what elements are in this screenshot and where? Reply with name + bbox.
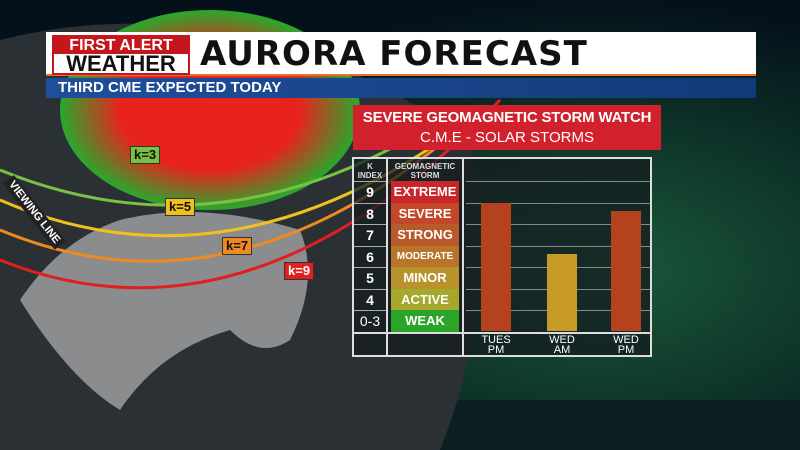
k-value: 6 xyxy=(354,245,386,268)
storm-level-minor: MINOR xyxy=(391,267,459,289)
k9-label: k=9 xyxy=(284,262,315,280)
bar-wed-pm xyxy=(611,211,641,331)
first-alert-weather-logo: FIRST ALERT WEATHER xyxy=(52,35,190,75)
watch-title: SEVERE GEOMAGNETIC STORM WATCH xyxy=(362,109,652,126)
subtitle: THIRD CME EXPECTED TODAY xyxy=(58,79,282,96)
watch-banner: SEVERE GEOMAGNETIC STORM WATCH C.M.E - S… xyxy=(353,105,661,150)
logo-line1: FIRST ALERT xyxy=(54,37,188,54)
k5-label: k=5 xyxy=(165,198,196,216)
k-index-chart: K INDEX 9 8 7 6 5 4 0-3 GEOMAGNETIC STORM EXTR… xyxy=(352,157,652,357)
k3-label: k=3 xyxy=(130,146,161,164)
k-index-header: K INDEX xyxy=(357,162,383,180)
k-value: 5 xyxy=(354,267,386,289)
storm-level-moderate: MODERATE xyxy=(391,245,459,267)
x-tick-label: WED AM xyxy=(549,334,575,356)
gridline xyxy=(466,224,650,225)
k3-line xyxy=(0,118,441,207)
gridline xyxy=(466,245,650,247)
storm-level-extreme: EXTREME xyxy=(391,181,459,203)
logo-line2: WEATHER xyxy=(66,51,176,76)
k-value: 0-3 xyxy=(354,310,386,332)
bar-tues-pm xyxy=(481,202,511,331)
x-axis-divider xyxy=(354,332,650,334)
x-tick-label: WED PM xyxy=(613,334,639,356)
storm-level-strong: STRONG xyxy=(391,224,459,246)
storm-header: GEOMAGNETIC STORM xyxy=(394,162,456,180)
k-value: 4 xyxy=(354,288,386,311)
north-america-land xyxy=(20,212,308,410)
storm-level-column: GEOMAGNETIC STORM EXTREME SEVERE STRONG MOD… xyxy=(388,159,464,355)
storm-level-severe: SEVERE xyxy=(391,202,459,224)
watch-subtitle: C.M.E - SOLAR STORMS xyxy=(420,129,594,146)
gridline xyxy=(466,202,650,204)
storm-level-weak: WEAK xyxy=(391,310,459,332)
gridline xyxy=(466,181,650,182)
k7-label: k=7 xyxy=(222,237,253,255)
k-value: 9 xyxy=(354,181,386,203)
bar-wed-am xyxy=(547,254,577,331)
x-tick-label: TUES PM xyxy=(481,334,511,356)
k-index-column: K INDEX 9 8 7 6 5 4 0-3 xyxy=(354,159,388,355)
storm-level-active: ACTIVE xyxy=(391,288,459,310)
subtitle-bar: THIRD CME EXPECTED TODAY xyxy=(46,78,756,98)
k-value: 8 xyxy=(354,202,386,225)
k-value: 7 xyxy=(354,224,386,246)
page-title: AURORA FORECAST xyxy=(200,34,588,74)
